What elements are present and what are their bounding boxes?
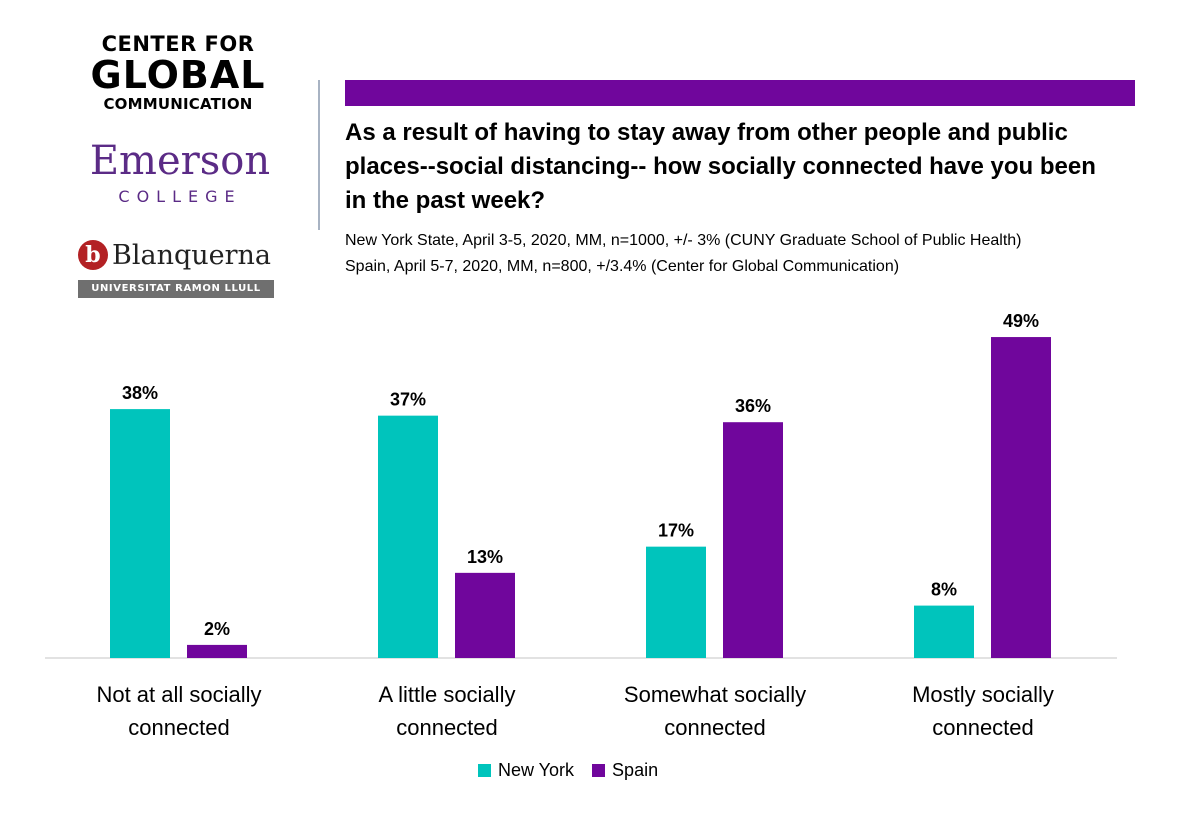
logo-text: COLLEGE <box>118 187 242 206</box>
bar-new-york <box>914 605 974 658</box>
category-label: A little socially <box>379 682 516 707</box>
bar-spain <box>723 422 783 658</box>
bar-new-york <box>378 415 438 658</box>
legend-swatch <box>478 764 491 777</box>
emerson-college-logo: Emerson COLLEGE <box>70 138 290 208</box>
data-label: 36% <box>735 396 771 416</box>
data-label: 13% <box>467 547 503 567</box>
bar-new-york <box>646 546 706 658</box>
bar-spain <box>187 644 247 658</box>
legend-item-new-york: New York <box>478 760 574 781</box>
logo-text: Blanquerna <box>112 239 272 271</box>
logo-text: GLOBAL <box>90 53 266 97</box>
divider <box>318 80 320 230</box>
blanquerna-mark-icon: b <box>78 240 108 270</box>
logo-text: COMMUNICATION <box>103 95 253 113</box>
data-label: 38% <box>122 383 158 403</box>
chart-legend: New York Spain <box>478 760 676 781</box>
data-label: 17% <box>658 521 694 541</box>
logo-text: CENTER FOR <box>101 32 255 56</box>
legend-label: Spain <box>612 760 659 780</box>
grouped-bar-chart: 38% 2% Not at all socially connected 37% 13% A… <box>45 311 1117 740</box>
category-label: connected <box>128 715 230 740</box>
chart-title: As a result of having to stay away from … <box>345 119 1096 214</box>
data-label: 37% <box>390 390 426 410</box>
blanquerna-logo: b Blanquerna UNIVERSITAT RAMON LLULL <box>78 234 274 298</box>
legend-item-spain: Spain <box>592 760 658 781</box>
bar-spain <box>455 572 515 658</box>
category-label: Not at all socially <box>96 682 261 707</box>
logo-text: Emerson <box>89 138 271 184</box>
category-label: Mostly socially <box>912 682 1054 707</box>
chart-subtitle: New York State, April 3-5, 2020, MM, n=1… <box>345 228 1022 280</box>
subtitle-line: Spain, April 5-7, 2020, MM, n=800, +/3.4… <box>345 258 900 275</box>
subtitle-line: New York State, April 3-5, 2020, MM, n=1… <box>345 232 1022 249</box>
category-label: connected <box>664 715 766 740</box>
logo-text: UNIVERSITAT RAMON LLULL <box>78 280 274 298</box>
data-label: 2% <box>204 619 230 639</box>
legend-label: New York <box>498 760 575 780</box>
bar-spain <box>991 337 1051 658</box>
category-label: Somewhat socially <box>624 682 806 707</box>
bar-new-york <box>110 409 170 658</box>
center-for-global-communication-logo: CENTER FOR GLOBAL COMMUNICATION <box>88 32 268 114</box>
header-band <box>345 80 1135 106</box>
data-label: 8% <box>931 580 957 600</box>
category-label: connected <box>932 715 1034 740</box>
data-label: 49% <box>1003 311 1039 331</box>
legend-swatch <box>592 764 606 777</box>
category-label: connected <box>396 715 498 740</box>
